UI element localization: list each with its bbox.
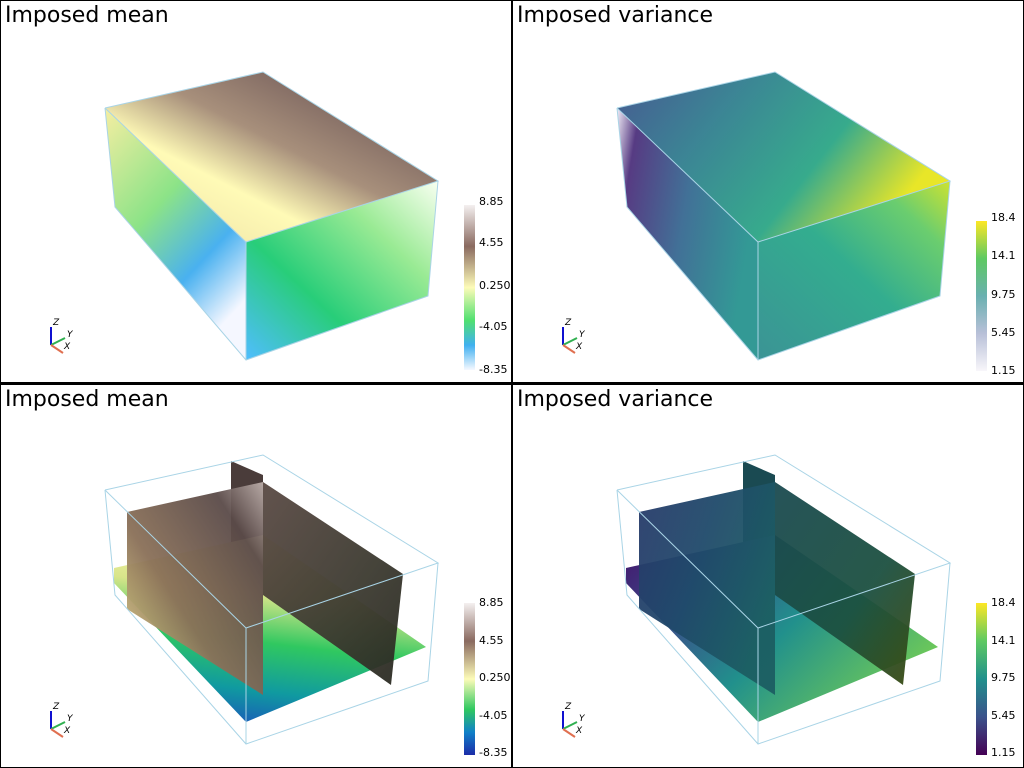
colorbar-label: 8.85 (479, 195, 504, 208)
colorbar-label: 5.45 (991, 709, 1016, 722)
colorbar-label: -8.35 (479, 363, 508, 376)
panel-title: Imposed mean (5, 3, 169, 28)
colorbar-label: -4.05 (479, 320, 508, 333)
axis-label-y: Y (67, 714, 74, 724)
orientation-axes: Z Y X (562, 702, 586, 738)
colorbar-label: -4.05 (479, 709, 508, 722)
axis-label-y: Y (67, 330, 74, 340)
bounding-box-outline (616, 71, 952, 361)
colorbar (464, 603, 475, 755)
volume-top-face (617, 72, 950, 242)
axis-label-x: X (63, 342, 71, 352)
colorbar-label: -8.35 (479, 746, 508, 759)
orientation-axes: Z Y X (50, 318, 74, 354)
bounding-box-outline (616, 454, 952, 745)
colorbar-label: 14.1 (991, 249, 1016, 262)
colorbar-label: 14.1 (991, 634, 1016, 647)
colorbar (976, 221, 987, 371)
axis-label-x: X (575, 726, 583, 736)
axis-label-z: Z (52, 318, 60, 328)
axis-label-y: Y (579, 330, 586, 340)
panel-title: Imposed variance (517, 3, 714, 28)
colorbar-label: 4.55 (479, 634, 504, 647)
panel-variance-volume[interactable]: Imposed variance (513, 1, 1023, 382)
colorbar-label: 8.85 (479, 596, 504, 609)
colorbar-label: 4.55 (479, 236, 504, 249)
slice-vertical-plane (127, 482, 263, 695)
volume-top-face (105, 72, 438, 242)
colorbar-label: 9.75 (991, 288, 1016, 301)
axis-label-z: Z (52, 702, 60, 712)
volume-left-face (617, 108, 758, 360)
colorbar-label: 18.4 (991, 596, 1016, 609)
colorbar-label: 5.45 (991, 326, 1016, 339)
render-view[interactable]: Z Y X (513, 1, 1023, 382)
colorbar-label: 18.4 (991, 211, 1016, 224)
colorbar-label: 0.250 (479, 279, 511, 292)
volume-front-face (758, 181, 950, 360)
bounding-box-outline (104, 454, 440, 745)
slice-cross-plane (775, 482, 915, 685)
panel-variance-slices[interactable]: Imposed variance (513, 385, 1023, 767)
colorbar-label: 9.75 (991, 671, 1016, 684)
panel-mean-slices[interactable]: Imposed mean (1, 385, 511, 767)
orientation-axes: Z Y X (562, 318, 586, 354)
volume-front-face (246, 181, 438, 360)
render-view[interactable]: Z Y X (1, 385, 511, 767)
colorbar (464, 205, 475, 370)
axis-label-x: X (63, 726, 71, 736)
panel-title: Imposed variance (517, 387, 714, 412)
axis-label-z: Z (564, 318, 572, 328)
render-view[interactable]: Z Y X (1, 1, 511, 382)
colorbar-label: 1.15 (991, 746, 1016, 759)
volume-left-face (105, 108, 246, 360)
axis-label-x: X (575, 342, 583, 352)
colorbar-label: 0.250 (479, 671, 511, 684)
render-view[interactable]: Z Y X (513, 385, 1023, 767)
axis-label-z: Z (564, 702, 572, 712)
panel-mean-volume[interactable]: Imposed mean (1, 1, 511, 382)
colorbar (976, 603, 987, 755)
axis-label-y: Y (579, 714, 586, 724)
orientation-axes: Z Y X (50, 702, 74, 738)
bounding-box-outline (104, 71, 440, 361)
slice-cross-plane (263, 482, 403, 685)
colorbar-label: 1.15 (991, 364, 1016, 377)
slice-vertical-plane (639, 482, 775, 695)
panel-title: Imposed mean (5, 387, 169, 412)
